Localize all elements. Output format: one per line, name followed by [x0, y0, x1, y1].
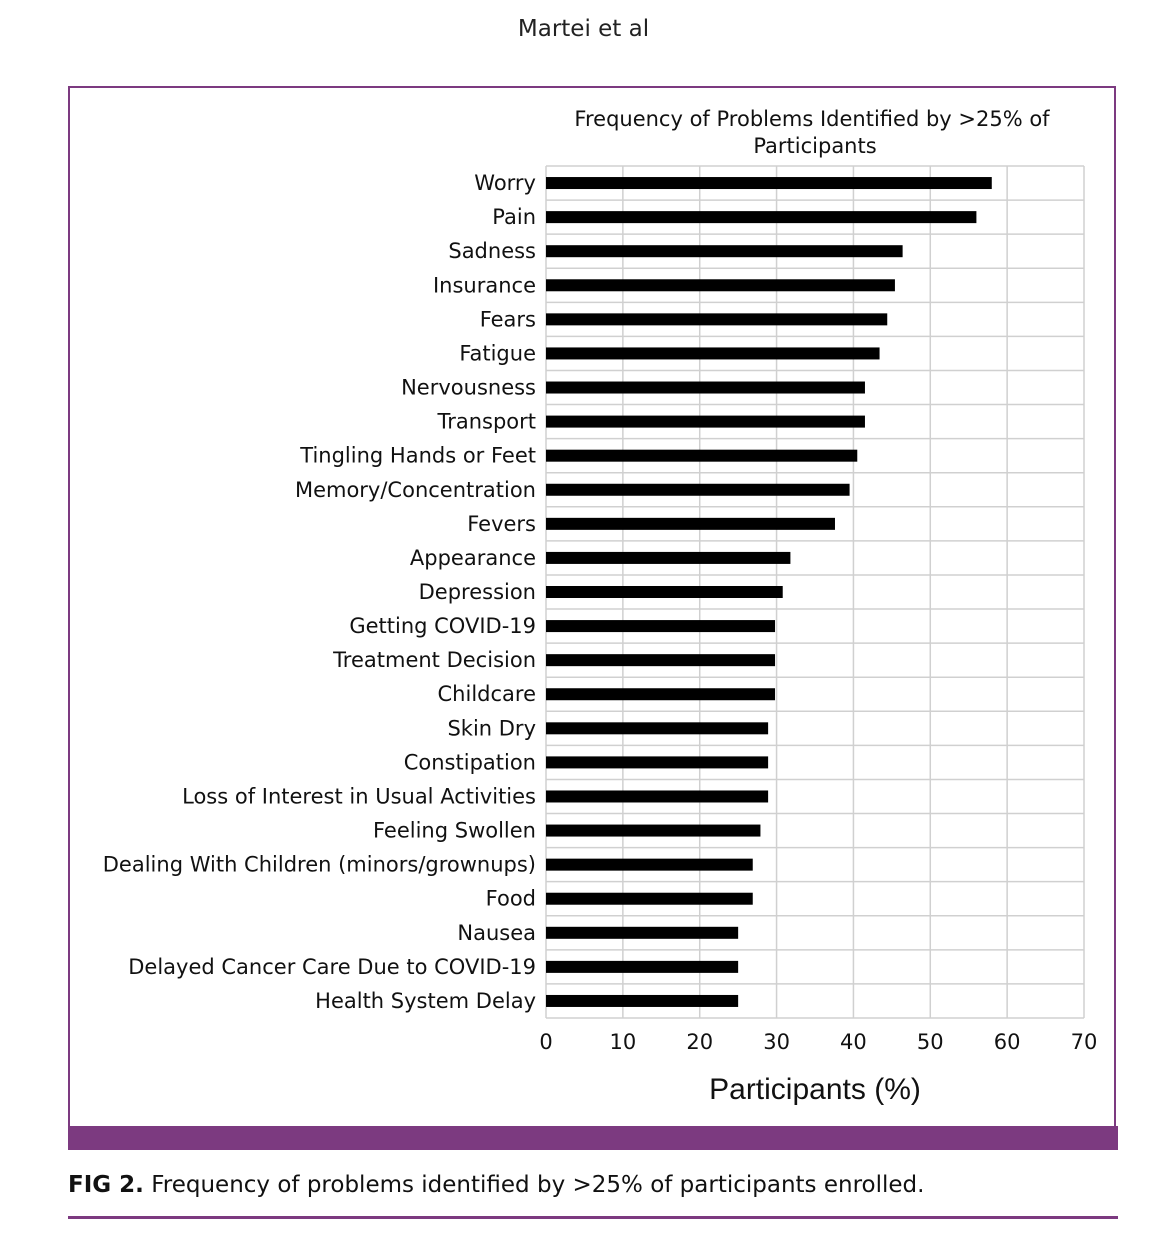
bar — [546, 347, 880, 360]
category-label: Skin Dry — [447, 716, 536, 740]
bar — [546, 483, 850, 496]
bar — [546, 211, 977, 224]
category-label: Depression — [419, 580, 536, 604]
bar — [546, 313, 888, 326]
bar — [546, 177, 992, 190]
category-label: Tingling Hands or Feet — [299, 444, 536, 468]
category-label: Appearance — [410, 546, 536, 570]
category-label: Nervousness — [401, 376, 536, 400]
x-tick-label: 40 — [840, 1030, 867, 1054]
x-tick-labels: 0 10 20 30 40 50 60 70 — [539, 1030, 1097, 1054]
category-label: Nausea — [457, 921, 536, 945]
gridlines — [545, 165, 1085, 1019]
bar — [546, 858, 753, 871]
bar — [546, 722, 769, 735]
figure-frame — [68, 86, 1116, 1149]
category-labels: Worry Pain Sadness Insurance Fears Fatigue Ner… — [103, 171, 536, 1013]
bar — [546, 892, 753, 905]
running-head: Martei et al — [517, 16, 650, 42]
chart-title-line-2: Participants — [753, 134, 876, 158]
category-label: Health System Delay — [315, 989, 536, 1013]
caption-text: Frequency of problems identified by >25%… — [151, 1172, 925, 1198]
x-tick-label: 50 — [917, 1030, 944, 1054]
x-axis-label: Participants (%) — [709, 1073, 921, 1106]
x-tick-label: 60 — [994, 1030, 1021, 1054]
category-label: Treatment Decision — [332, 648, 536, 672]
bar — [546, 926, 739, 939]
bar — [546, 245, 903, 258]
category-label: Worry — [474, 171, 536, 195]
bar — [546, 756, 769, 769]
caption-rule — [68, 1216, 1118, 1219]
category-label: Food — [486, 887, 536, 911]
bar — [546, 415, 865, 428]
category-label: Fatigue — [459, 341, 536, 365]
x-tick-label: 0 — [539, 1030, 552, 1054]
bar-chart: Frequency of Problems Identified by >25%… — [103, 107, 1098, 1106]
x-tick-label: 20 — [686, 1030, 713, 1054]
figure-label: FIG 2. — [68, 1172, 144, 1198]
bars — [546, 177, 992, 1007]
bar — [546, 517, 835, 530]
category-label: Constipation — [404, 750, 536, 774]
bar — [546, 449, 858, 462]
category-label: Loss of Interest in Usual Activities — [182, 784, 536, 808]
figure-caption: FIG 2. Frequency of problems identified … — [68, 1172, 924, 1198]
x-tick-label: 70 — [1071, 1030, 1098, 1054]
category-label: Getting COVID-19 — [349, 614, 536, 638]
category-label: Insurance — [433, 273, 536, 297]
category-label: Fevers — [467, 512, 536, 536]
bar — [546, 620, 776, 633]
bar — [546, 586, 783, 598]
category-label: Childcare — [438, 682, 536, 706]
bar — [546, 381, 865, 394]
category-label: Pain — [492, 205, 536, 229]
category-label: Delayed Cancer Care Due to COVID-19 — [128, 955, 536, 979]
bar — [546, 654, 776, 667]
bar — [546, 824, 761, 837]
bar — [546, 551, 791, 564]
bar — [546, 960, 739, 973]
category-label: Memory/Concentration — [295, 478, 536, 502]
category-label: Transport — [436, 410, 536, 434]
bar — [546, 279, 895, 292]
chart-title-line-1: Frequency of Problems Identified by >25%… — [574, 107, 1050, 131]
category-label: Feeling Swollen — [373, 819, 536, 843]
bar — [546, 994, 739, 1007]
bar — [546, 790, 769, 803]
category-label: Dealing With Children (minors/grownups) — [103, 853, 536, 877]
figure-bottom-band — [68, 1126, 1118, 1150]
bar — [546, 688, 776, 701]
x-tick-label: 30 — [763, 1030, 790, 1054]
x-tick-label: 10 — [609, 1030, 636, 1054]
category-label: Sadness — [448, 239, 536, 263]
category-label: Fears — [480, 307, 536, 331]
